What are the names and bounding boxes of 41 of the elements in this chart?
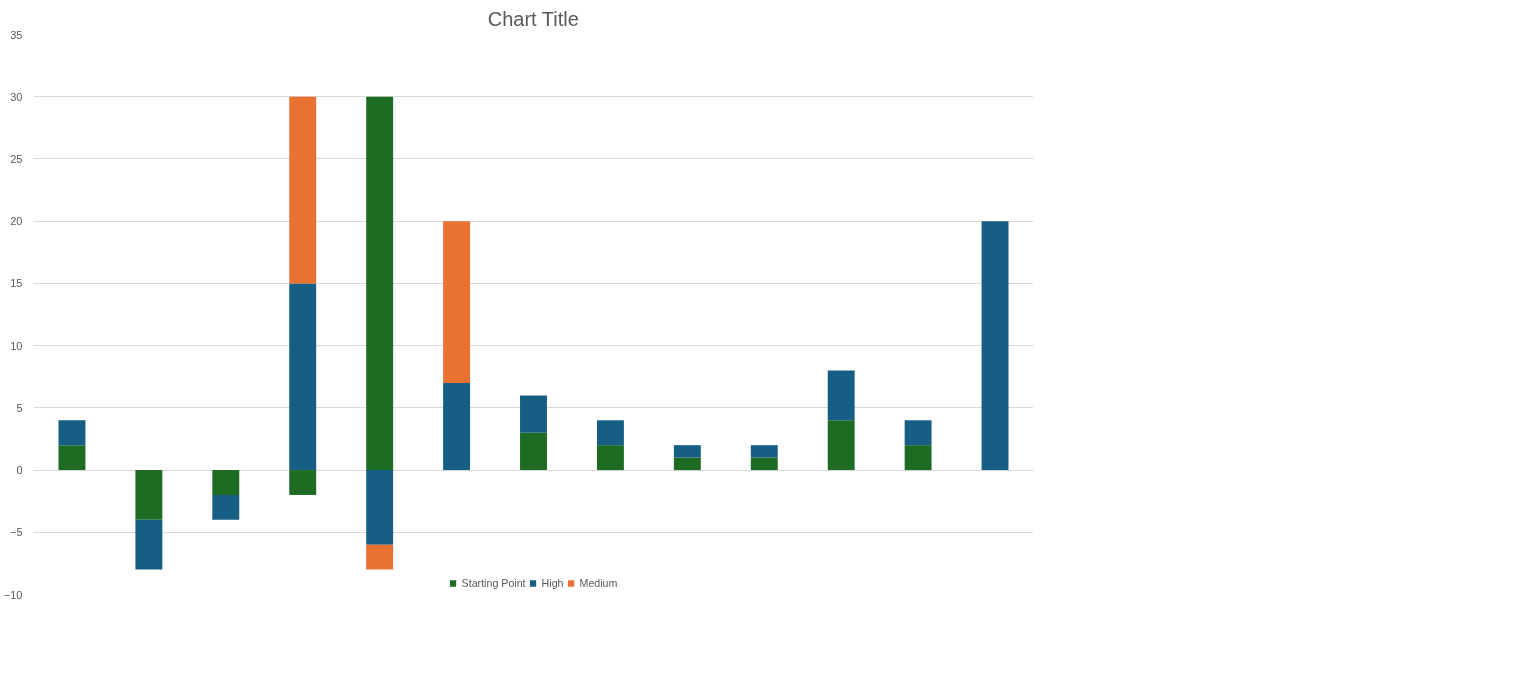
y-tick-label: −10 [3, 588, 23, 601]
y-tick-label: 10 [10, 339, 23, 352]
bar [366, 470, 394, 545]
bar [212, 494, 240, 520]
bar [289, 96, 317, 284]
bar [904, 445, 932, 471]
bar [366, 544, 394, 570]
bar [443, 382, 471, 471]
chart-title: Chart Title [487, 7, 579, 30]
bar [827, 420, 855, 471]
bar [904, 420, 932, 446]
y-tick-label: 20 [10, 215, 23, 228]
bar [289, 283, 317, 471]
legend-label: Starting Point [461, 577, 526, 589]
y-tick-label: 0 [16, 464, 23, 477]
legend-label: Medium [579, 577, 618, 589]
bar [520, 432, 547, 471]
bar [366, 96, 394, 471]
bar [673, 457, 701, 471]
y-tick-label: 30 [10, 90, 23, 103]
bar [58, 445, 86, 471]
bar [981, 221, 1009, 471]
y-tick-label: 25 [10, 152, 23, 165]
bar [289, 470, 317, 495]
legend-label: High [541, 577, 564, 589]
bar [596, 420, 624, 446]
y-tick-label: −5 [9, 526, 23, 539]
bar [135, 470, 163, 520]
bar [58, 420, 86, 446]
bar [520, 395, 547, 433]
bar [673, 445, 701, 458]
bar [135, 519, 163, 570]
bar [750, 445, 778, 458]
bar [443, 221, 471, 383]
bar [596, 445, 624, 471]
y-tick-label: 15 [10, 277, 23, 290]
bar [212, 470, 240, 495]
bar [750, 457, 778, 471]
y-tick-label: 35 [10, 28, 23, 41]
bar [827, 370, 855, 421]
y-tick-label: 5 [16, 401, 23, 414]
